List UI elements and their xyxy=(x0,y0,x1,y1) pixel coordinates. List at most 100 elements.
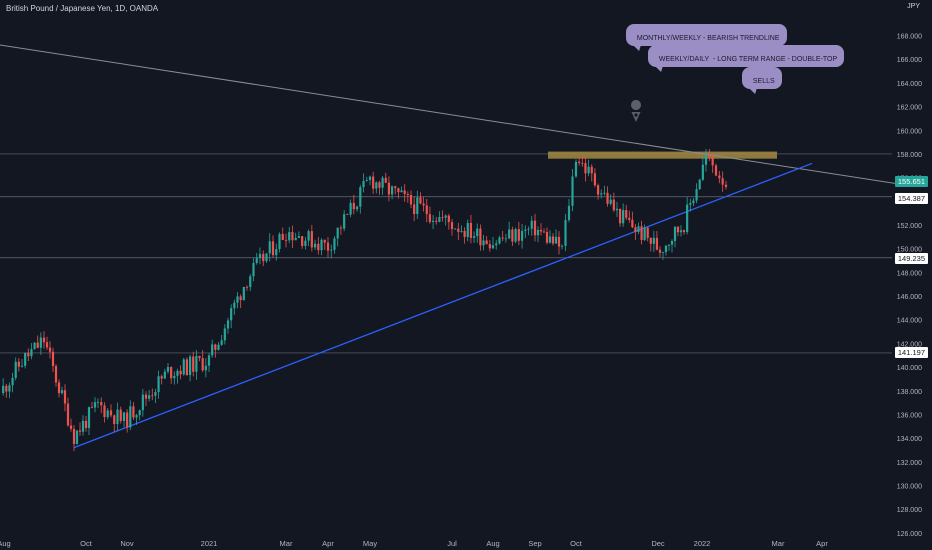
candle-body xyxy=(724,184,728,187)
candle-body xyxy=(27,352,30,357)
candle-body xyxy=(472,236,476,238)
annotation-bearish-trendline[interactable]: MONTHLY/WEEKLY - BEARISH TRENDLINE xyxy=(626,24,787,51)
candle-body xyxy=(8,385,11,392)
candle xyxy=(625,204,628,221)
candle xyxy=(567,198,571,223)
candle xyxy=(609,194,612,206)
candle xyxy=(8,382,11,399)
candle xyxy=(724,180,728,190)
candle-body xyxy=(545,232,549,243)
candle-body xyxy=(93,402,97,408)
candle-body xyxy=(126,412,129,428)
x-tick-label: Oct xyxy=(80,539,93,548)
candle-body xyxy=(207,355,211,366)
candle xyxy=(622,203,625,227)
candle xyxy=(192,351,195,377)
x-tick-label: Apr xyxy=(322,539,334,548)
candle-body xyxy=(539,229,543,232)
candle-body xyxy=(135,415,138,418)
candle xyxy=(640,220,643,245)
y-tick-label: 166.000 xyxy=(897,57,922,64)
candle xyxy=(265,253,268,263)
candle-body xyxy=(600,193,603,195)
resistance-zone xyxy=(548,151,777,159)
candle-body xyxy=(11,377,14,386)
candle xyxy=(151,388,154,401)
candle xyxy=(304,237,307,250)
candle xyxy=(148,390,151,402)
candle-body xyxy=(460,230,463,232)
candle xyxy=(701,156,704,181)
candle xyxy=(119,406,122,424)
candle-body xyxy=(157,376,160,393)
candle xyxy=(545,227,549,245)
candle-body xyxy=(368,176,372,181)
x-tick-label: Apr xyxy=(816,539,828,548)
candle xyxy=(403,184,406,202)
candle xyxy=(359,184,362,214)
candle xyxy=(14,357,17,381)
candle xyxy=(491,236,495,250)
candle xyxy=(708,148,711,162)
candle-body xyxy=(291,232,294,241)
candle xyxy=(63,384,67,412)
candle-body xyxy=(406,193,409,195)
candle-body xyxy=(466,222,469,237)
candle xyxy=(20,359,24,368)
candle-body xyxy=(571,176,574,206)
candle xyxy=(109,404,113,418)
candle-body xyxy=(330,249,333,251)
candle-body xyxy=(664,245,668,253)
candle-body xyxy=(87,407,91,428)
candle-body xyxy=(204,365,207,371)
candle-body xyxy=(708,154,711,156)
candle-body xyxy=(520,230,524,241)
candle-body xyxy=(268,241,271,254)
candle xyxy=(173,371,176,385)
candle xyxy=(60,386,64,395)
candle xyxy=(618,208,622,227)
candle-body xyxy=(667,244,671,246)
candle-body xyxy=(313,243,317,248)
candle xyxy=(652,230,655,253)
candle xyxy=(182,357,185,376)
candle-body xyxy=(119,409,122,422)
candle-body xyxy=(359,187,362,207)
candle xyxy=(5,383,8,398)
candle xyxy=(511,226,514,246)
candle xyxy=(368,175,372,186)
annotation-sells[interactable]: SELLS xyxy=(742,67,782,94)
candle-body xyxy=(438,217,441,222)
candle xyxy=(69,418,73,432)
candle-body xyxy=(249,276,252,287)
candle xyxy=(291,225,294,248)
candle xyxy=(242,286,245,301)
candle xyxy=(72,425,76,451)
candle xyxy=(450,219,454,236)
candle xyxy=(138,409,141,421)
annotation-text: SELLS xyxy=(752,78,775,85)
candle-body xyxy=(170,367,173,379)
candle-body xyxy=(252,262,255,277)
candle xyxy=(679,225,683,237)
y-tick-label: 162.000 xyxy=(897,105,922,112)
candle xyxy=(698,178,701,190)
level-tag-154: 154.387 xyxy=(894,193,928,204)
y-tick-label: 130.000 xyxy=(897,484,922,491)
candle-body xyxy=(297,236,301,238)
candle-body xyxy=(491,245,495,249)
candle-body xyxy=(166,367,170,372)
candle xyxy=(144,391,148,407)
y-tick-label: 144.000 xyxy=(897,318,922,325)
candle-body xyxy=(141,394,144,411)
annotation-text: WEEKLY/DAILY - LONG TERM RANGE - DOUBLE-… xyxy=(658,56,838,63)
annotation-double-top[interactable]: WEEKLY/DAILY - LONG TERM RANGE - DOUBLE-… xyxy=(648,45,845,72)
candle xyxy=(488,239,491,252)
candle-body xyxy=(5,385,8,392)
chart-title: British Pound / Japanese Yen, 1D, OANDA xyxy=(6,4,159,13)
candle-body xyxy=(343,214,346,229)
alert-marker xyxy=(631,100,642,122)
candle-body xyxy=(265,253,268,262)
candle-body xyxy=(271,241,275,256)
